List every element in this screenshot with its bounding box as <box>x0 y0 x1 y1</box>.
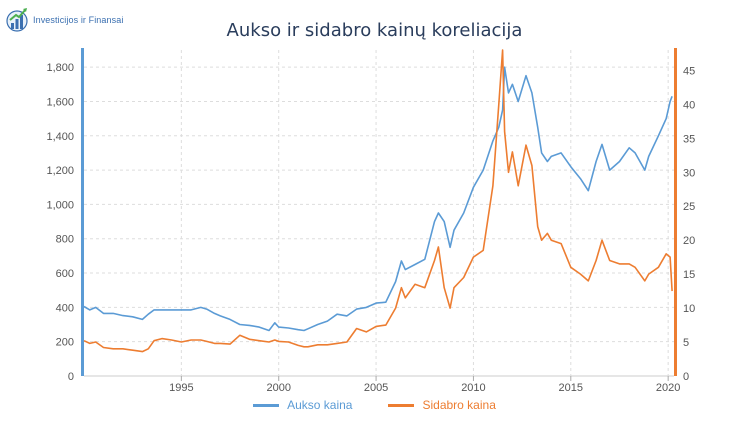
y-right-tick-label: 25 <box>683 201 695 213</box>
y-left-tick-label: 1,000 <box>46 199 74 211</box>
left-axis-bar <box>81 48 84 376</box>
silver-price-line[interactable] <box>83 49 673 353</box>
x-tick-label: 2010 <box>461 382 485 394</box>
y-left-tick-label: 1,800 <box>46 62 74 74</box>
growth-chart-icon <box>6 8 28 32</box>
y-right-tick-label: 35 <box>683 133 695 145</box>
legend-swatch-gold <box>253 403 280 407</box>
x-tick-label: 2015 <box>559 382 583 394</box>
y-right-tick-label: 20 <box>683 235 695 247</box>
x-tick-label: 1995 <box>169 382 193 394</box>
y-left-tick-label: 600 <box>56 268 74 280</box>
y-right-tick-label: 15 <box>683 269 695 281</box>
y-right-tick-label: 30 <box>683 167 695 179</box>
y-left-tick-label: 1,200 <box>46 165 74 177</box>
y-right-tick-label: 5 <box>683 337 689 349</box>
y-left-tick-label: 1,400 <box>46 131 74 143</box>
y-left-tick-label: 800 <box>56 234 74 246</box>
legend-swatch-silver <box>388 403 415 407</box>
chart-title: Aukso ir sidabro kainų koreliacija <box>226 20 523 41</box>
y-left-tick-label: 1,600 <box>46 96 74 108</box>
y-right-tick-label: 40 <box>683 99 695 111</box>
y-left-tick-label: 0 <box>68 371 74 383</box>
legend-label-silver: Sidabro kaina <box>422 398 496 412</box>
x-tick-label: 2005 <box>364 382 388 394</box>
logo-text: Investicijos ir Finansai <box>33 15 124 25</box>
logo: Investicijos ir Finansai <box>6 6 123 34</box>
y-right-tick-label: 10 <box>683 303 695 315</box>
gold-price-line[interactable] <box>83 66 673 332</box>
y-left-tick-label: 200 <box>56 337 74 349</box>
right-axis-bar <box>674 48 677 376</box>
legend-label-gold: Aukso kaina <box>287 398 353 412</box>
legend-item-gold[interactable]: Aukso kaina <box>253 398 352 412</box>
x-tick-label: 2020 <box>656 382 680 394</box>
y-right-tick-label: 0 <box>683 371 689 383</box>
x-tick-label: 2000 <box>266 382 290 394</box>
y-left-tick-label: 400 <box>56 302 74 314</box>
legend-item-silver[interactable]: Sidabro kaina <box>388 398 496 412</box>
legend: Aukso kaina Sidabro kaina <box>0 398 749 412</box>
y-right-tick-label: 45 <box>683 65 695 77</box>
